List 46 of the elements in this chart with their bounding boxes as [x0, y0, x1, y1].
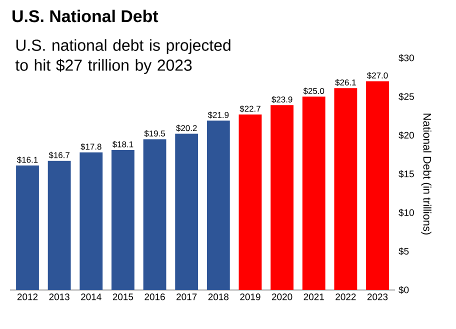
bar — [143, 139, 166, 290]
y-tick-label: $15 — [398, 170, 414, 178]
data-label: $20.2 — [176, 124, 197, 132]
y-tick-label: $20 — [398, 131, 414, 140]
bar — [206, 120, 230, 290]
bar — [112, 150, 134, 290]
data-label: $18.1 — [112, 140, 134, 148]
bar — [16, 165, 39, 290]
x-tick-label: 2014 — [81, 294, 102, 300]
bar — [302, 96, 326, 290]
chart-title: U.S. National Debt — [12, 10, 158, 22]
bar — [238, 114, 262, 290]
data-label: $23.9 — [272, 96, 292, 103]
bar — [270, 105, 294, 290]
data-label: $21.9 — [208, 112, 229, 118]
y-tick-label: $5 — [398, 247, 409, 256]
y-tick-label: $0 — [398, 286, 409, 294]
y-axis-title: National Debt (in trillions) — [421, 114, 432, 234]
x-tick-label: 2022 — [336, 294, 356, 300]
x-tick-label: 2021 — [304, 294, 324, 300]
data-label: $25.0 — [303, 88, 324, 94]
data-label: $22.7 — [240, 105, 260, 112]
x-tick-label: 2017 — [176, 294, 197, 300]
x-tick-label: 2016 — [144, 294, 165, 300]
data-label: $17.8 — [80, 143, 102, 150]
x-tick-label: 2019 — [240, 294, 260, 300]
data-label: $16.1 — [17, 156, 38, 164]
data-label: $19.5 — [144, 130, 166, 138]
data-label: $26.1 — [335, 79, 356, 86]
bar — [48, 160, 71, 290]
data-label: $16.7 — [48, 152, 70, 159]
x-tick-label: 2012 — [17, 294, 38, 300]
y-tick-label: $30 — [398, 54, 414, 62]
bar — [366, 81, 389, 290]
data-label: $27.0 — [367, 72, 388, 80]
x-tick-label: 2020 — [272, 294, 292, 300]
bar — [334, 88, 358, 290]
bar — [80, 152, 103, 290]
annotation: U.S. national debt is projected to hit $27 trillion by 2023 — [15, 39, 230, 74]
x-tick-label: 2023 — [367, 294, 388, 300]
x-tick-label: 2018 — [208, 294, 229, 300]
y-tick-label: $10 — [398, 208, 414, 216]
bar — [175, 134, 198, 290]
x-tick-label: 2013 — [49, 294, 70, 300]
x-tick-label: 2015 — [112, 294, 134, 300]
y-tick-label: $25 — [398, 92, 414, 100]
